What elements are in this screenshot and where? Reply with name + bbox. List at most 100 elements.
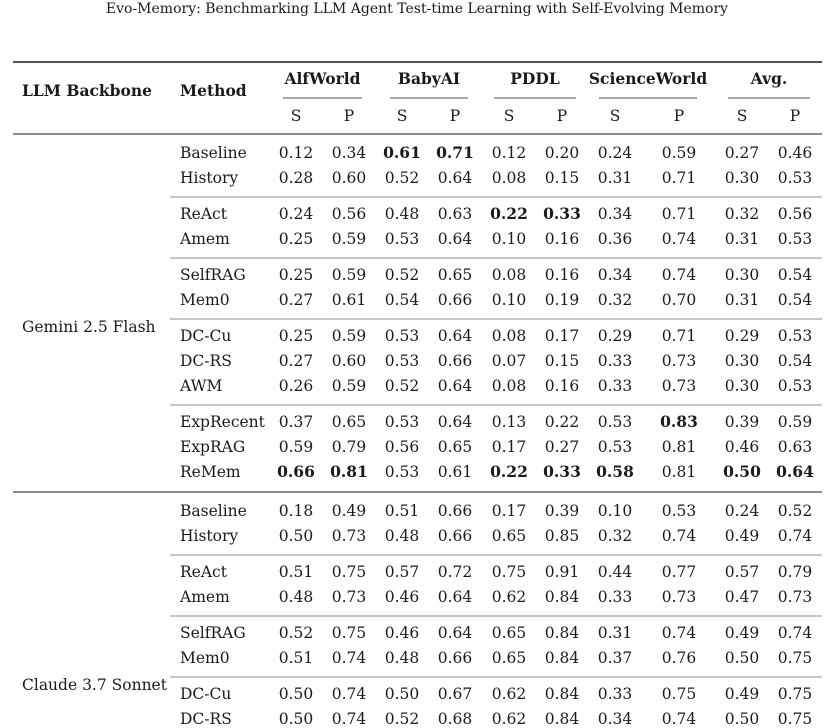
cell: 0.49 [725,527,760,545]
running-header: Evo-Memory: Benchmarking LLM Agent Test-… [106,1,728,17]
cell: 0.51 [279,649,314,667]
cell: 0.39 [725,413,760,431]
subheader: S [291,107,302,125]
cell: 0.58 [596,462,634,481]
cell: 0.84 [545,710,580,728]
cell: 0.48 [385,527,420,545]
cell: 0.27 [279,291,314,309]
method-name: Baseline [180,502,247,520]
cell: 0.53 [778,169,813,187]
cell: 0.84 [545,685,580,703]
cell: 0.44 [598,563,633,581]
cell: 0.49 [332,502,367,520]
cell: 0.54 [778,352,813,370]
cell: 0.72 [438,563,473,581]
cell: 0.50 [279,527,314,545]
cell: 0.26 [279,377,314,395]
group-header: ScienceWorld [589,69,707,88]
cell: 0.65 [438,266,473,284]
method-name: AWM [179,377,222,395]
cell: 0.10 [492,291,527,309]
cell: 0.27 [725,144,760,162]
cell: 0.75 [332,563,367,581]
subheader: P [557,107,567,125]
cell: 0.52 [385,266,420,284]
cell: 0.74 [662,230,697,248]
cell: 0.65 [492,527,527,545]
cell: 0.59 [332,327,367,345]
cell: 0.46 [385,624,420,642]
cell: 0.32 [725,205,760,223]
cell: 0.65 [492,624,527,642]
cell: 0.15 [545,169,580,187]
method-name: ReMem [180,463,241,481]
cell: 0.07 [492,352,527,370]
subheader: S [737,107,748,125]
cell: 0.53 [385,230,420,248]
cell: 0.20 [545,144,580,162]
cell: 0.10 [492,230,527,248]
cell: 0.33 [543,462,581,481]
cell: 0.60 [332,169,367,187]
method-name: DC-RS [180,710,232,728]
cell: 0.33 [543,204,581,223]
method-name: Mem0 [180,649,230,667]
cell: 0.34 [598,710,633,728]
method-name: Amem [179,588,230,606]
cell: 0.79 [332,438,367,456]
cell: 0.53 [385,463,420,481]
cell: 0.74 [778,624,813,642]
cell: 0.33 [598,377,633,395]
cell: 0.71 [436,143,474,162]
cell: 0.53 [778,327,813,345]
cell: 0.64 [438,588,473,606]
cell: 0.56 [332,205,367,223]
cell: 0.59 [279,438,314,456]
cell: 0.52 [385,377,420,395]
cell: 0.84 [545,624,580,642]
method-name: DC-Cu [180,327,231,345]
method-name: SelfRAG [180,624,246,642]
method-header: Method [180,81,247,100]
cell: 0.74 [662,710,697,728]
cell: 0.32 [598,527,633,545]
cell: 0.73 [332,527,367,545]
cell: 0.31 [725,291,760,309]
cell: 0.24 [279,205,314,223]
cell: 0.61 [332,291,367,309]
cell: 0.15 [545,352,580,370]
cell: 0.25 [279,230,314,248]
backbone-label: Claude 3.7 Sonnet [22,676,168,694]
cell: 0.32 [598,291,633,309]
cell: 0.64 [438,230,473,248]
cell: 0.30 [725,377,760,395]
cell: 0.79 [778,563,813,581]
cell: 0.65 [332,413,367,431]
method-name: ReAct [180,205,228,223]
group-header: BabyAI [398,69,460,88]
cell: 0.61 [438,463,473,481]
cell: 0.50 [279,710,314,728]
group-header: Avg. [750,69,788,88]
cell: 0.66 [438,352,473,370]
cell: 0.67 [438,685,473,703]
cell: 0.17 [492,502,527,520]
cell: 0.59 [332,377,367,395]
cell: 0.77 [662,563,697,581]
group-header: AlfWorld [284,69,361,88]
cell: 0.71 [662,169,697,187]
cell: 0.46 [385,588,420,606]
method-name: SelfRAG [180,266,246,284]
cell: 0.16 [545,266,580,284]
backbone-label: Gemini 2.5 Flash [22,318,156,336]
cell: 0.48 [385,649,420,667]
cell: 0.75 [332,624,367,642]
cell: 0.49 [725,624,760,642]
cell: 0.84 [545,649,580,667]
cell: 0.59 [332,230,367,248]
cell: 0.12 [492,144,527,162]
cell: 0.74 [332,710,367,728]
cell: 0.75 [492,563,527,581]
cell: 0.74 [778,527,813,545]
cell: 0.27 [279,352,314,370]
